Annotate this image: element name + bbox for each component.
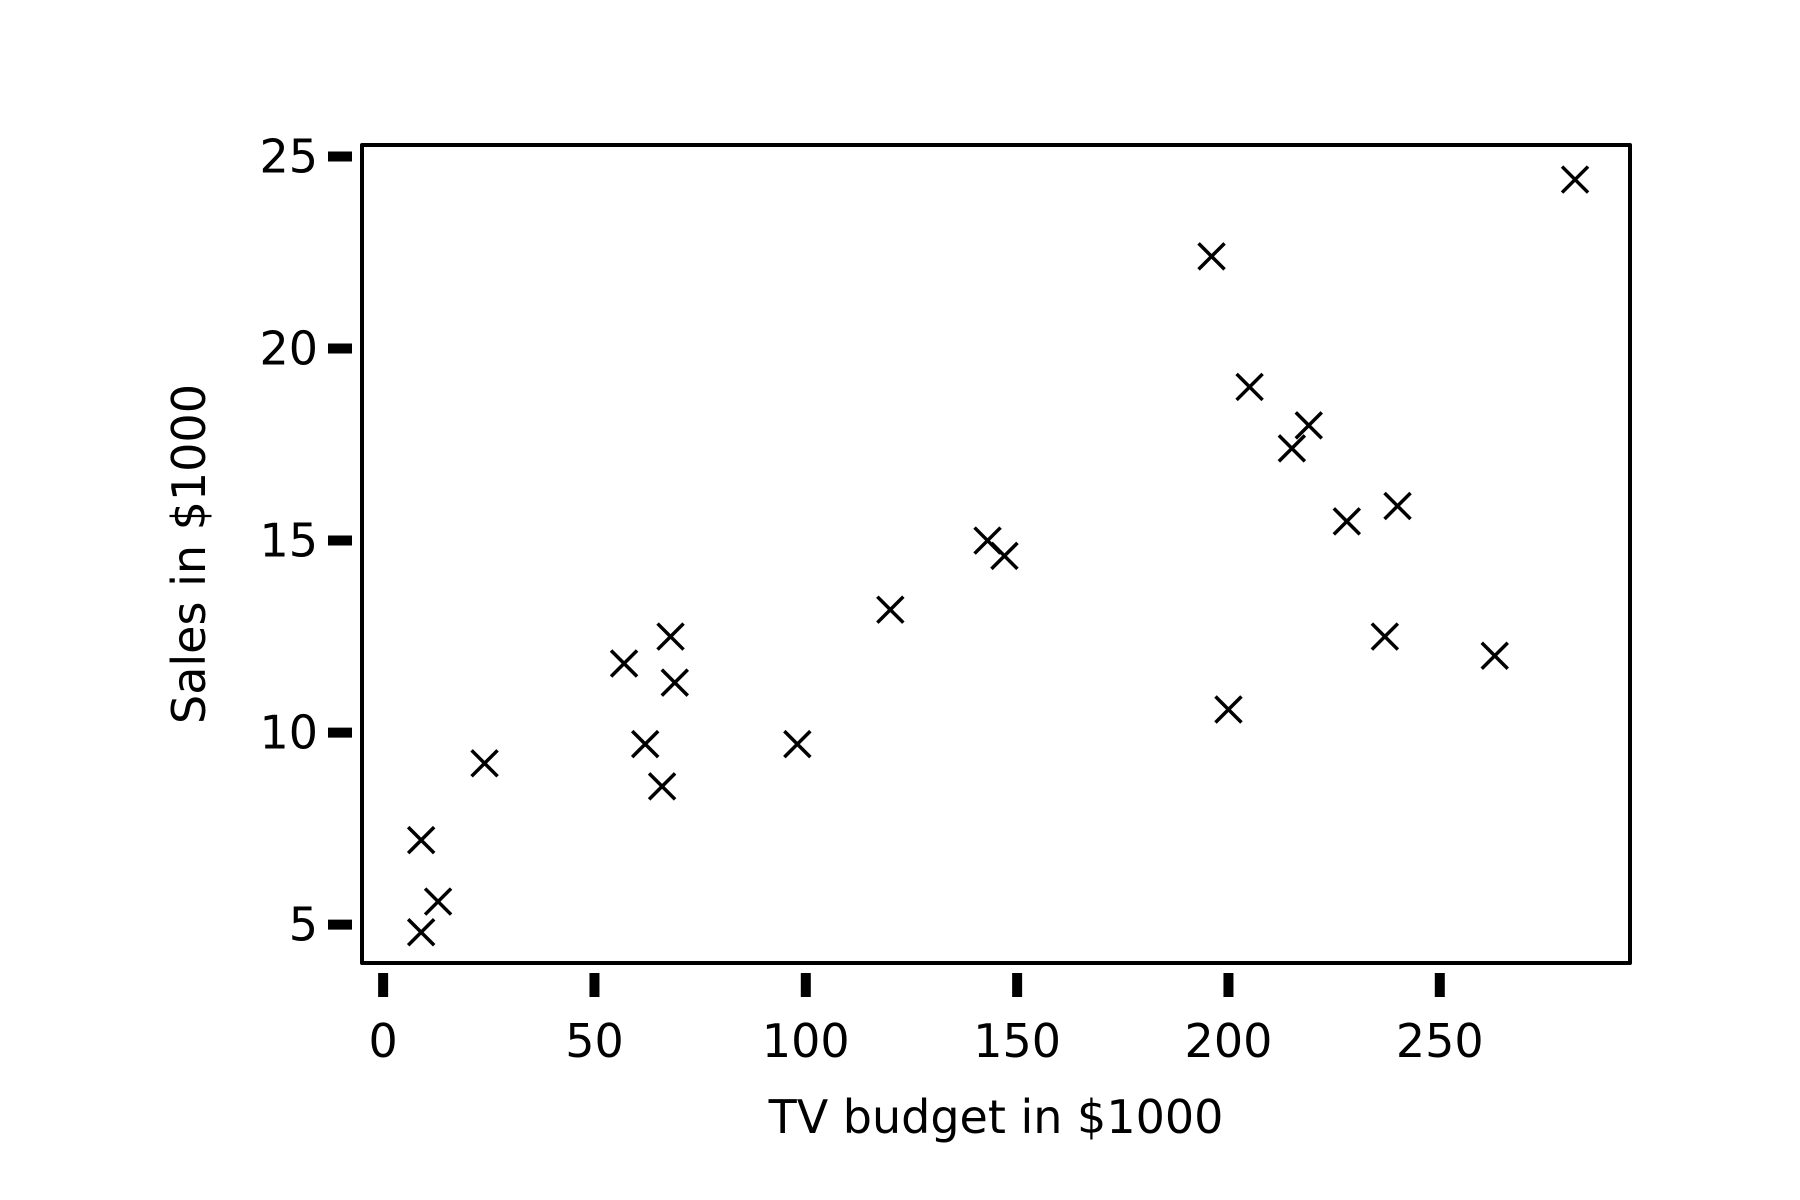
x-tick-label: 0	[368, 1014, 397, 1068]
data-point	[783, 729, 812, 759]
data-point	[423, 887, 453, 916]
y-tick-label: 20	[259, 322, 318, 376]
x-tick-label: 200	[1185, 1014, 1273, 1068]
data-point	[1480, 641, 1509, 671]
data-point	[470, 749, 499, 778]
x-axis: 0 50 100 150 200 250	[368, 973, 1484, 1068]
data-point	[1197, 242, 1226, 271]
data-point	[1294, 411, 1324, 440]
data-point	[990, 541, 1019, 571]
x-axis-label: TV budget in $1000	[768, 1090, 1224, 1144]
y-axis-label: Sales in $1000	[162, 384, 216, 724]
data-points	[406, 165, 1590, 947]
data-point	[1332, 507, 1362, 536]
data-point	[876, 595, 905, 624]
data-point	[660, 668, 690, 697]
y-tick-label: 15	[259, 514, 318, 568]
data-point	[1277, 434, 1307, 463]
y-axis: 5 10 15 20 25	[259, 130, 352, 952]
data-point	[656, 622, 685, 651]
y-tick-label: 10	[259, 706, 318, 760]
y-tick-label: 25	[259, 130, 318, 184]
plot-area-frame	[360, 143, 1632, 965]
data-point	[406, 918, 436, 947]
data-point	[1370, 622, 1400, 651]
data-point	[1214, 695, 1243, 724]
x-tick-label: 50	[565, 1014, 624, 1068]
data-point	[1235, 372, 1264, 402]
data-point	[1560, 165, 1590, 194]
data-point	[609, 649, 639, 678]
x-tick-label: 150	[973, 1014, 1061, 1068]
data-point	[647, 772, 677, 801]
x-tick-label: 250	[1396, 1014, 1484, 1068]
data-point	[406, 825, 436, 855]
data-point	[630, 729, 660, 759]
x-tick-label: 100	[762, 1014, 850, 1068]
data-point	[1383, 491, 1412, 521]
y-tick-label: 5	[289, 898, 318, 952]
